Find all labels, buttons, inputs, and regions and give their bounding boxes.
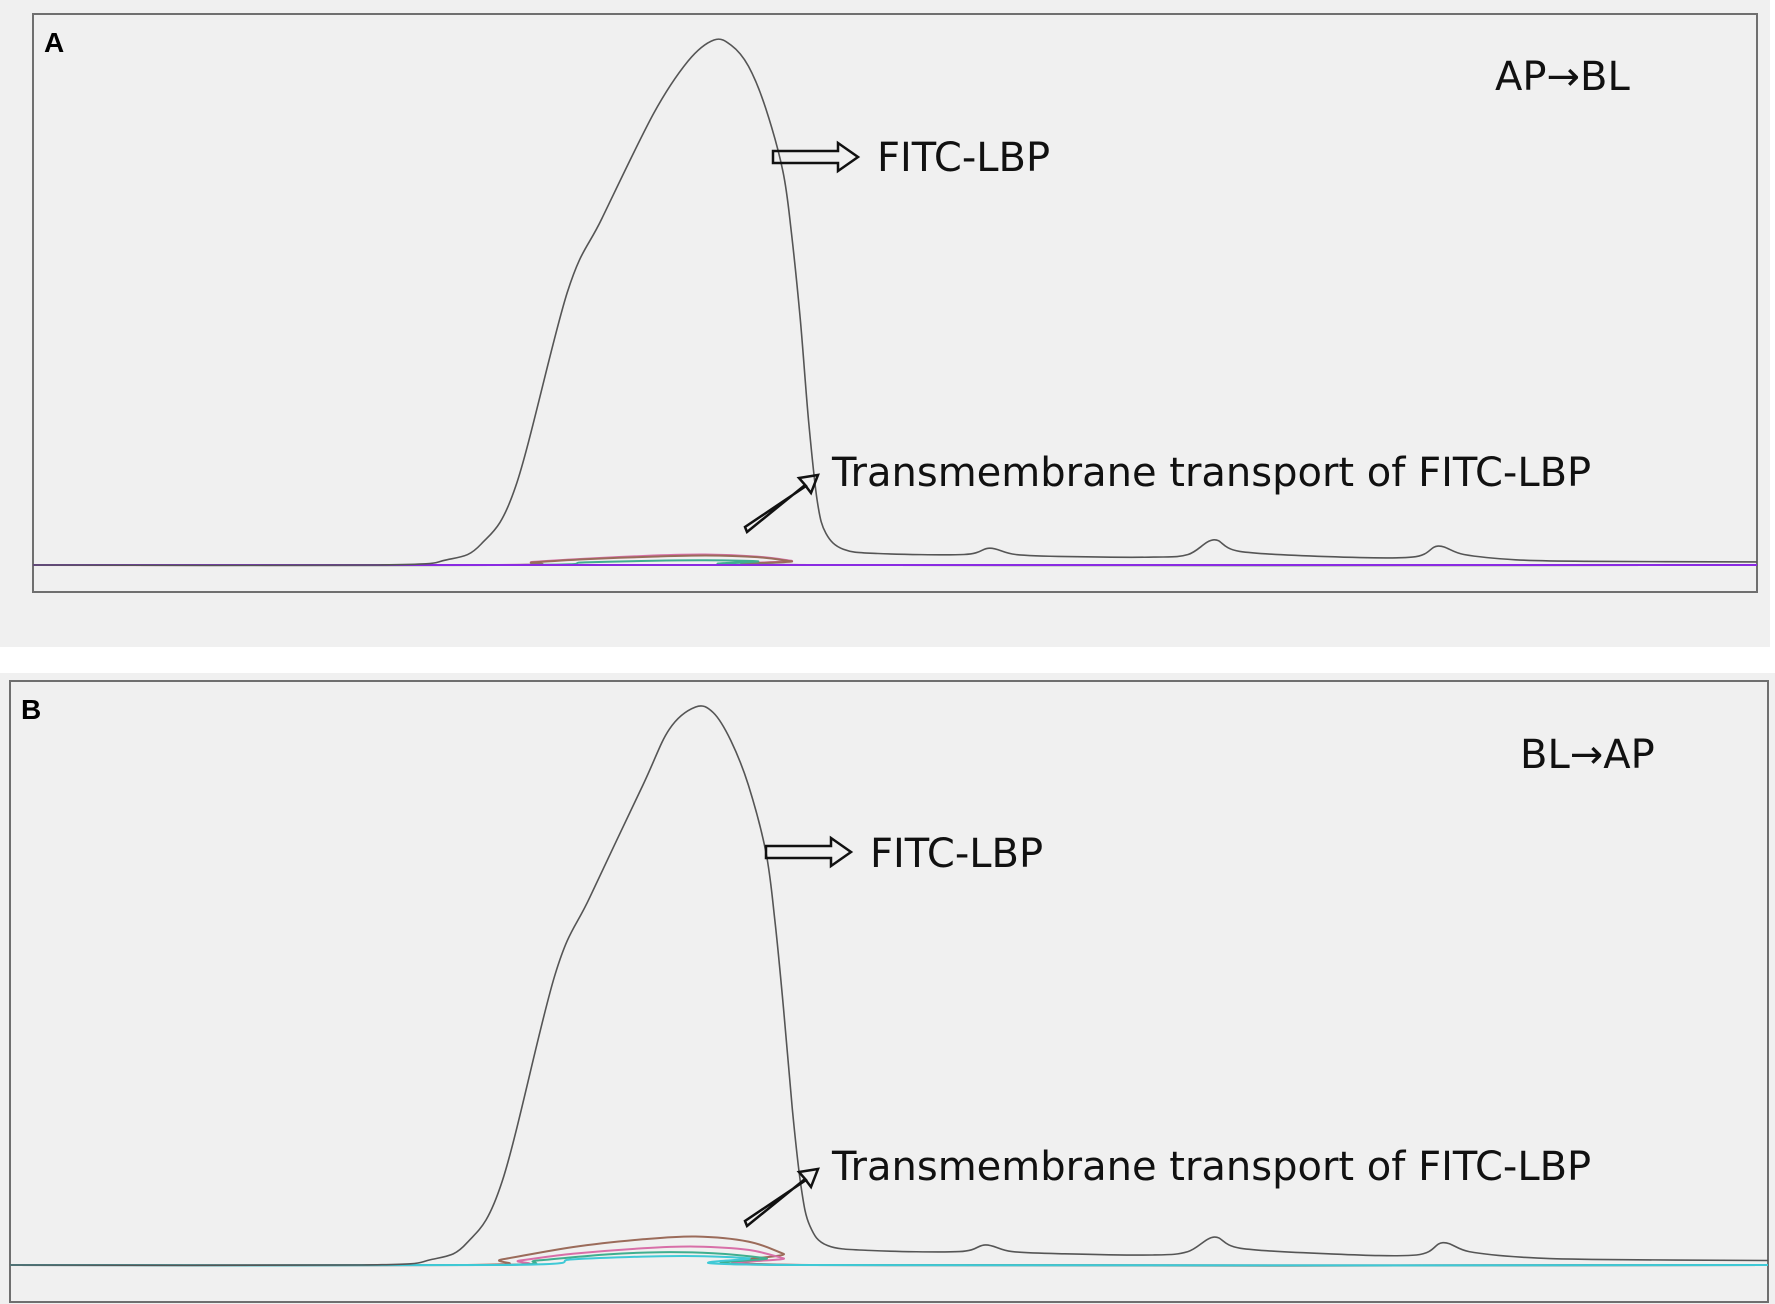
panel-b: B BL→AP FITC-LBP Transmembrane transport…	[0, 673, 1775, 1304]
panel-a-transport-arrow	[743, 473, 820, 535]
panel-a-direction-label: AP→BL	[1495, 54, 1630, 100]
panel-b-frame	[9, 680, 1769, 1303]
panel-a-peak-label: FITC-LBP	[877, 135, 1050, 181]
panel-a: A AP→BL FITC-LBP Transmembrane transport…	[0, 0, 1770, 647]
panel-b-peak-label: FITC-LBP	[870, 831, 1043, 877]
panel-b-peak-arrow	[764, 835, 854, 869]
panel-b-transport-label: Transmembrane transport of FITC-LBP	[831, 1144, 1591, 1190]
panel-b-direction-label: BL→AP	[1520, 732, 1655, 778]
panel-a-peak-arrow	[771, 140, 861, 174]
panel-b-letter: B	[21, 694, 41, 725]
panel-b-transport-arrow	[743, 1167, 820, 1229]
trace-trace-cyan	[9, 1254, 1769, 1267]
panel-a-letter: A	[44, 27, 64, 58]
panel-a-transport-label: Transmembrane transport of FITC-LBP	[831, 450, 1591, 496]
trace-main-trace	[9, 705, 1769, 1267]
panel-b-background	[0, 673, 1775, 1304]
panel-b-traces	[9, 705, 1769, 1267]
panel-a-frame	[32, 13, 1758, 593]
panel-a-background	[0, 0, 1770, 647]
